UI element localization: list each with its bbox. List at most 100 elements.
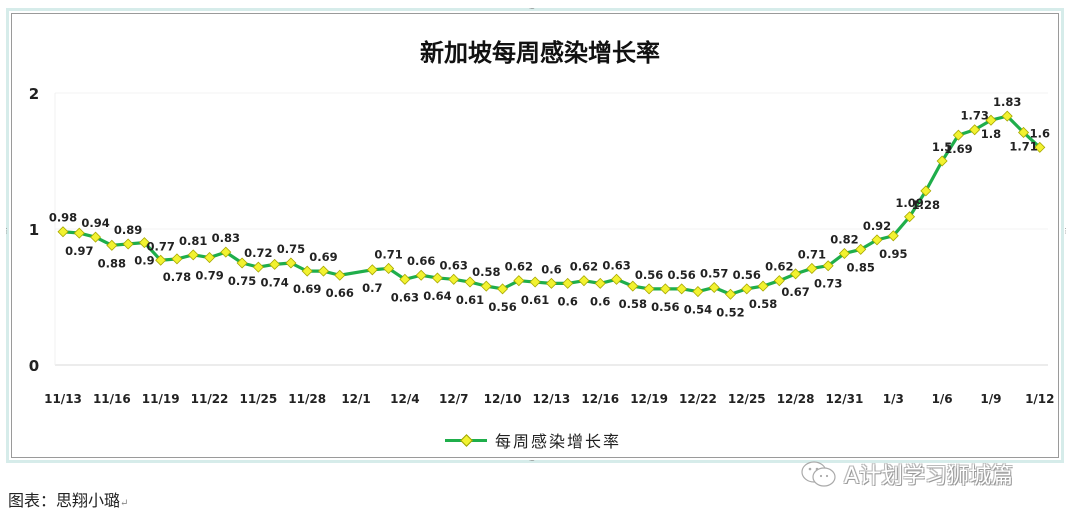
data-label: 0.62: [570, 260, 598, 274]
data-point-marker-icon: [285, 257, 297, 269]
data-label: 0.67: [781, 285, 809, 299]
data-label: 0.72: [244, 246, 272, 260]
data-point-marker-icon: [497, 283, 509, 295]
data-label: 0.63: [440, 258, 468, 272]
x-tick-label: 11/13: [44, 392, 82, 406]
x-tick-label: 12/4: [390, 392, 419, 406]
chart-frame: [6, 8, 1064, 463]
data-label: 0.77: [146, 239, 174, 253]
series-markers: [57, 110, 1046, 300]
data-label: 0.56: [488, 300, 516, 314]
data-label: 1.8: [981, 127, 1001, 141]
x-tick-label: 1/3: [883, 392, 904, 406]
data-label: 1.28: [912, 198, 940, 212]
data-point-marker-icon: [448, 273, 460, 285]
data-point-marker-icon: [562, 277, 574, 289]
watermark-text: A计划学习狮城篇: [844, 464, 1014, 489]
data-point-marker-icon: [936, 155, 948, 167]
figure-caption: 图表：思翔小璐↵: [8, 487, 128, 511]
x-tick-label: 11/22: [191, 392, 229, 406]
data-label: 0.85: [847, 260, 875, 274]
data-label: 0.61: [456, 293, 484, 307]
data-point-marker-icon: [904, 211, 916, 223]
data-label: 0.66: [407, 254, 435, 268]
data-point-marker-icon: [578, 275, 590, 287]
resize-handle-left[interactable]: ⋮: [3, 227, 10, 235]
x-tick-label: 12/25: [728, 392, 766, 406]
data-label: 0.56: [651, 300, 679, 314]
data-point-marker-icon: [545, 277, 557, 289]
y-tick-label: 0: [29, 357, 39, 375]
data-point-marker-icon: [952, 129, 964, 141]
data-point-marker-icon: [220, 246, 232, 258]
data-label: 1.6: [1030, 126, 1050, 140]
data-point-marker-icon: [594, 277, 606, 289]
data-label: 0.75: [228, 274, 256, 288]
x-tick-label: 1/12: [1025, 392, 1054, 406]
data-label: 0.56: [733, 268, 761, 282]
watermark: A计划学习狮城篇: [800, 458, 1013, 490]
data-label: 0.61: [521, 293, 549, 307]
data-point-marker-icon: [708, 281, 720, 293]
data-point-marker-icon: [822, 260, 834, 272]
data-label: 0.69: [309, 250, 337, 264]
data-label: 0.71: [798, 247, 826, 261]
data-label: 0.56: [635, 268, 663, 282]
resize-handle-right[interactable]: ⋮: [1062, 227, 1069, 235]
data-point-marker-icon: [757, 280, 769, 292]
data-label: 0.52: [716, 305, 744, 319]
y-axis: 0 1 2: [29, 85, 39, 375]
data-point-marker-icon: [431, 272, 443, 284]
data-point-marker-icon: [122, 238, 134, 250]
x-tick-label: 12/10: [484, 392, 522, 406]
data-point-marker-icon: [399, 273, 411, 285]
data-label: 0.75: [277, 242, 305, 256]
data-point-marker-icon: [969, 124, 981, 136]
resize-handle-top[interactable]: ····: [529, 5, 535, 13]
x-axis: 11/13 11/16 11/19 11/22 11/25 11/28 12/1 12/4 12…: [44, 392, 1054, 406]
data-point-marker-icon: [790, 268, 802, 280]
data-label: 0.74: [260, 275, 288, 289]
x-tick-label: 12/13: [533, 392, 571, 406]
data-point-marker-icon: [171, 253, 183, 265]
data-point-marker-icon: [334, 269, 346, 281]
data-point-marker-icon: [1034, 141, 1046, 153]
data-label: 0.97: [65, 244, 93, 258]
data-label: 0.6: [541, 262, 561, 276]
y-tick-label: 1: [29, 221, 39, 239]
data-point-marker-icon: [724, 288, 736, 300]
data-label: 0.89: [114, 223, 142, 237]
resize-handle-bottom[interactable]: ····: [529, 457, 535, 465]
x-tick-label: 12/22: [679, 392, 717, 406]
data-point-marker-icon: [985, 114, 997, 126]
data-label: 0.63: [602, 258, 630, 272]
data-point-marker-icon: [301, 265, 313, 277]
data-point-marker-icon: [269, 258, 281, 270]
data-label: 0.57: [700, 266, 728, 280]
data-label: 0.62: [505, 260, 533, 274]
data-point-marker-icon: [741, 283, 753, 295]
data-label: 0.69: [293, 282, 321, 296]
data-label: 0.56: [667, 268, 695, 282]
data-label: 0.98: [49, 211, 77, 225]
data-point-marker-icon: [611, 273, 623, 285]
x-tick-label: 11/25: [239, 392, 277, 406]
data-label: 0.7: [362, 281, 382, 295]
data-label: 1.73: [960, 109, 988, 123]
chart-frame-border: [11, 13, 1059, 458]
x-tick-label: 1/6: [932, 392, 953, 406]
wechat-icon: [800, 460, 838, 488]
data-point-marker-icon: [887, 230, 899, 242]
data-label: 0.83: [212, 231, 240, 245]
data-point-marker-icon: [383, 262, 395, 274]
data-point-marker-icon: [773, 275, 785, 287]
data-label: 1.71: [1009, 139, 1037, 153]
y-tick-label: 2: [29, 85, 39, 103]
data-point-marker-icon: [138, 237, 150, 249]
data-point-marker-icon: [920, 185, 932, 197]
data-point-marker-icon: [236, 257, 248, 269]
data-label: 0.63: [391, 290, 419, 304]
data-point-marker-icon: [90, 231, 102, 243]
paragraph-mark-icon: ↵: [120, 498, 129, 509]
